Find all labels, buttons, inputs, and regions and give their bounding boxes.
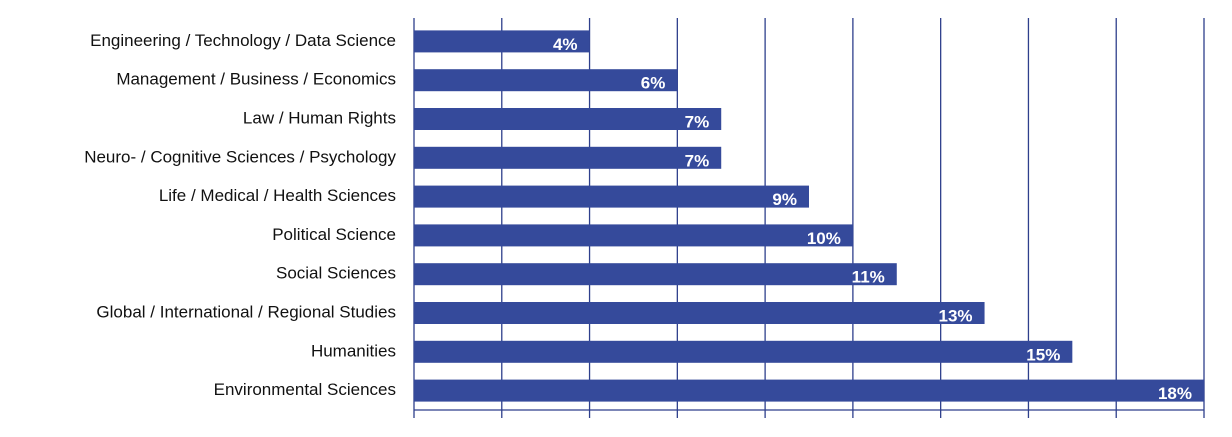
bar	[414, 224, 853, 247]
data-label: 7%	[685, 151, 710, 170]
y-tick-label: Life / Medical / Health Sciences	[159, 186, 396, 205]
data-label: 18%	[1158, 384, 1192, 403]
data-label: 11%	[852, 268, 885, 287]
data-label: 7%	[685, 112, 710, 131]
bar	[414, 146, 722, 169]
y-tick-label: Engineering / Technology / Data Science	[90, 31, 396, 50]
y-tick-label: Global / International / Regional Studie…	[96, 302, 396, 321]
y-tick-label: Environmental Sciences	[214, 380, 396, 399]
y-tick-label: Neuro- / Cognitive Sciences / Psychology	[84, 147, 396, 166]
data-label: 6%	[641, 74, 666, 93]
bar	[414, 302, 985, 324]
bar	[414, 69, 678, 92]
data-label: 4%	[553, 35, 578, 54]
bar	[414, 108, 722, 130]
y-tick-label: Management / Business / Economics	[116, 70, 396, 89]
bar	[414, 185, 809, 208]
data-label: 10%	[807, 229, 841, 248]
data-label: 9%	[772, 190, 797, 209]
bar	[414, 340, 1073, 363]
bar	[414, 379, 1204, 402]
bar	[414, 263, 897, 286]
bar	[414, 30, 590, 53]
y-tick-label: Social Sciences	[276, 264, 396, 283]
data-label: 15%	[1026, 345, 1060, 364]
data-label: 13%	[939, 306, 973, 325]
y-tick-label: Political Science	[272, 225, 396, 244]
y-tick-label: Humanities	[311, 341, 396, 360]
y-tick-label: Law / Human Rights	[243, 108, 396, 127]
